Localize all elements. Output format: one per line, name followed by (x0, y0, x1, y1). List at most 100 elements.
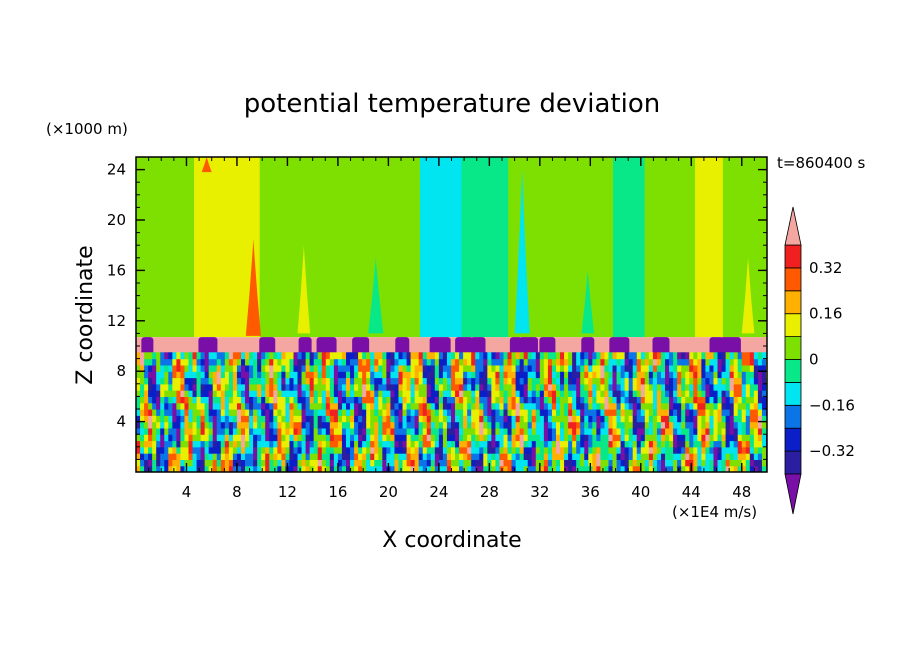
field-cell (568, 415, 573, 423)
field-cell (729, 427, 735, 435)
tropopause-spike (352, 337, 370, 358)
field-cell (628, 371, 634, 379)
field-cell (289, 358, 295, 366)
field-cell (374, 377, 379, 385)
field-cell (701, 453, 707, 460)
field-cell (305, 396, 311, 404)
field-cell (160, 440, 165, 448)
field-cell (519, 358, 525, 366)
field-cell (273, 453, 278, 460)
field-cell (640, 390, 646, 397)
field-cell (434, 371, 440, 379)
field-cell (717, 402, 723, 410)
field-cell (737, 383, 743, 391)
field-cell (757, 377, 763, 385)
field-cell (584, 415, 589, 423)
field-cell (313, 434, 319, 442)
field-cell (685, 453, 690, 460)
field-cell (467, 440, 472, 448)
field-cell (325, 396, 331, 404)
field-cell (422, 459, 428, 467)
field-cell (604, 371, 610, 379)
field-cell (648, 377, 654, 385)
field-cell (442, 465, 448, 472)
field-cell (152, 421, 157, 429)
upper-band (613, 157, 646, 338)
field-cell (358, 453, 363, 460)
field-cell (176, 459, 182, 467)
x-tick-label: 12 (278, 483, 297, 501)
field-cell (560, 453, 565, 460)
field-cell (176, 421, 182, 429)
field-cell (200, 434, 206, 442)
field-cell (438, 371, 444, 379)
field-cell (757, 383, 763, 391)
field-cell (317, 364, 323, 372)
field-cell (382, 383, 387, 391)
field-cell (681, 383, 686, 391)
field-cell (471, 409, 476, 416)
field-cell (757, 358, 763, 366)
field-cell (450, 383, 456, 391)
field-cell (160, 434, 165, 442)
field-cell (584, 409, 589, 416)
field-cell (729, 459, 735, 467)
field-cell (592, 383, 597, 391)
field-cell (592, 427, 597, 435)
field-cell (535, 421, 541, 429)
field-cell (321, 446, 327, 454)
field-cell (414, 390, 420, 397)
field-cell (450, 446, 456, 454)
field-cell (693, 402, 698, 410)
field-cell (277, 440, 282, 448)
field-cell (285, 434, 291, 442)
field-cell (580, 427, 585, 435)
field-cell (681, 453, 686, 460)
field-cell (648, 358, 654, 366)
field-cell (289, 440, 295, 448)
field-cell (725, 390, 731, 397)
field-cell (616, 440, 622, 448)
field-cell (624, 364, 630, 372)
field-cell (713, 358, 719, 366)
field-cell (358, 402, 363, 410)
upper-feature (297, 245, 311, 334)
field-cell (350, 390, 355, 397)
field-cell (370, 459, 375, 467)
field-cell (136, 415, 141, 423)
field-cell (665, 371, 670, 379)
field-cell (636, 446, 642, 454)
field-cell (600, 371, 606, 379)
field-cell (572, 459, 577, 467)
field-cell (301, 415, 307, 423)
field-cell (669, 453, 674, 460)
field-cell (220, 440, 226, 448)
field-cell (216, 421, 222, 429)
field-cell (576, 371, 581, 379)
field-cell (624, 415, 630, 423)
field-cell (624, 390, 630, 397)
field-cell (757, 440, 763, 448)
field-cell (616, 434, 622, 442)
field-cell (394, 427, 400, 435)
field-cell (705, 352, 711, 360)
field-cell (273, 364, 278, 372)
field-cell (350, 459, 355, 467)
field-cell (152, 446, 157, 454)
field-cell (535, 402, 541, 410)
field-cell (483, 402, 488, 410)
field-cell (426, 377, 432, 385)
field-cell (208, 453, 214, 460)
field-cell (446, 396, 452, 404)
field-cell (689, 427, 694, 435)
field-cell (463, 440, 468, 448)
field-cell (366, 415, 371, 423)
field-cell (406, 409, 412, 416)
field-cell (378, 377, 383, 385)
field-cell (555, 453, 561, 460)
field-cell (725, 409, 731, 416)
field-cell (378, 440, 383, 448)
field-cell (729, 364, 735, 372)
field-cell (515, 465, 521, 472)
field-cell (729, 377, 735, 385)
